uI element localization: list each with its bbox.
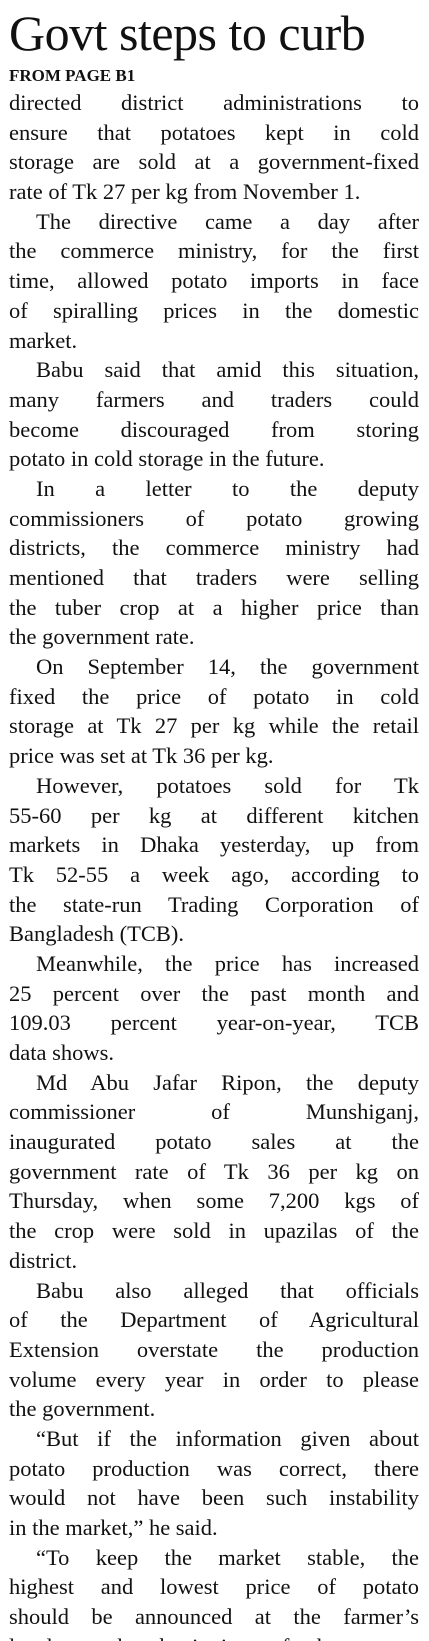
headline: Govt steps to curb (9, 5, 366, 61)
text-line: 109.03 percent year-on-year, TCB (9, 1010, 419, 1036)
text-line: The directive came a day after (36, 208, 419, 234)
text-line: would not have been such instability (9, 1485, 419, 1511)
text-line: storage are sold at a government-fixed (9, 149, 419, 175)
text-line: inaugurated potato sales at the (9, 1129, 419, 1155)
text-line: fixed the price of potato in cold (9, 683, 419, 709)
paragraph: However, potatoes sold for Tk 55-60 per k… (9, 771, 419, 949)
text-line: In a letter to the deputy (36, 475, 419, 501)
text-line: government rate of Tk 36 per kg on (9, 1158, 419, 1184)
text-line: Babu said that amid this situation, (36, 357, 419, 383)
text-line: However, potatoes sold for Tk (36, 772, 419, 798)
text-line: time, allowed potato imports in face (9, 268, 419, 294)
text-line: potato in cold storage in the future. (9, 446, 325, 472)
text-line: commissioners of potato growing (9, 505, 419, 531)
text-line: districts, the commerce ministry had (9, 535, 419, 561)
text-line: Thursday, when some 7,200 kgs of (9, 1188, 419, 1214)
text-line: “But if the information given about (36, 1425, 419, 1451)
text-line: level at the beginning of the season (9, 1632, 419, 1641)
paragraph: On September 14, the government fixed the… (9, 652, 419, 771)
text-line: markets in Dhaka yesterday, up from (9, 832, 419, 858)
text-line: should be announced at the farmer’s (9, 1604, 419, 1630)
paragraph: In a letter to the deputy commissioners o… (9, 474, 419, 652)
text-line: 55-60 per kg at different kitchen (9, 802, 419, 828)
text-line: in the market,” he said. (9, 1515, 218, 1540)
paragraph: Md Abu Jafar Ripon, the deputy commission… (9, 1068, 419, 1276)
text-line: commissioner of Munshiganj, (9, 1099, 419, 1125)
text-line: potato production was correct, there (9, 1455, 419, 1481)
text-line: 25 percent over the past month and (9, 980, 419, 1006)
text-line: the government. (9, 1396, 156, 1422)
text-line: Bangladesh (TCB). (9, 921, 184, 947)
text-line: Extension overstate the production (9, 1336, 419, 1362)
text-line: of the Department of Agricultural (9, 1307, 419, 1333)
text-line: the government rate. (9, 624, 195, 650)
text-line: Md Abu Jafar Ripon, the deputy (36, 1069, 419, 1095)
jump-label: FROM PAGE B1 (9, 66, 136, 85)
text-line: Meanwhile, the price has increased (36, 950, 419, 976)
paragraph: directed district administrations to ensu… (9, 88, 419, 207)
paragraph: Babu also alleged that officials of the D… (9, 1276, 419, 1424)
text-line: On September 14, the government (36, 654, 419, 680)
text-line: ensure that potatoes kept in cold (9, 119, 419, 145)
text-line: Babu also alleged that officials (36, 1277, 419, 1303)
paragraph: “To keep the market stable, the highest a… (9, 1543, 419, 1641)
text-line: rate of Tk 27 per kg from November 1. (9, 179, 361, 205)
text-line: the crop were sold in upazilas of the (9, 1218, 419, 1244)
paragraph: Babu said that amid this situation, many … (9, 355, 419, 474)
text-line: the tuber crop at a higher price than (9, 594, 419, 620)
paragraph: Meanwhile, the price has increased 25 per… (9, 949, 419, 1068)
text-line: district. (9, 1247, 78, 1273)
text-line: storage at Tk 27 per kg while the retail (9, 713, 419, 739)
text-line: become discouraged from storing (9, 416, 419, 442)
text-line: data shows. (9, 1040, 114, 1065)
text-line: volume every year in order to please (9, 1366, 419, 1392)
text-line: the commerce ministry, for the first (9, 238, 419, 264)
text-line: directed district administrations to (9, 90, 419, 115)
text-line: price was set at Tk 36 per kg. (9, 743, 274, 769)
paragraph: The directive came a day after the commer… (9, 207, 419, 355)
text-line: many farmers and traders could (9, 386, 419, 412)
paragraph: “But if the information given about potat… (9, 1424, 419, 1543)
article-body: directed district administrations to ensu… (9, 88, 419, 1641)
text-line: market. (9, 327, 78, 353)
text-line: of spiralling prices in the domestic (9, 297, 419, 323)
text-line: Tk 52-55 a week ago, according to (9, 861, 419, 887)
text-line: “To keep the market stable, the (36, 1544, 419, 1570)
text-line: highest and lowest price of potato (9, 1574, 419, 1600)
text-line: mentioned that traders were selling (9, 565, 419, 590)
text-line: the state-run Trading Corporation of (9, 891, 419, 917)
